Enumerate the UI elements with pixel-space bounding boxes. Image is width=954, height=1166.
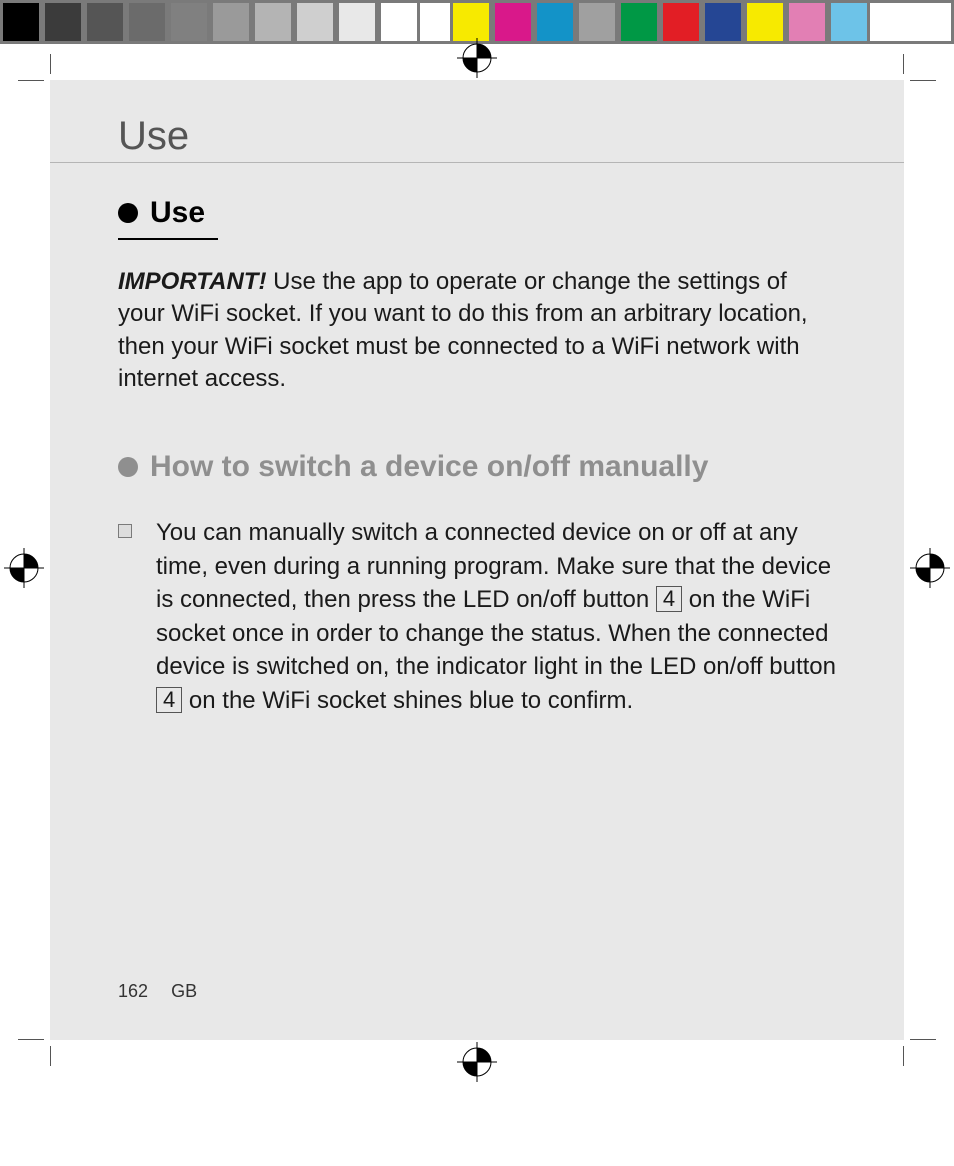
important-lead: IMPORTANT! [118, 268, 266, 295]
print-frame: Use Use IMPORTANT! Use the app to operat… [18, 54, 936, 1066]
crop-mark [903, 1046, 904, 1066]
text-part-3: on the WiFi socket shines blue to confir… [182, 687, 633, 714]
page-header-title: Use [118, 114, 189, 159]
section-use-underline [118, 238, 218, 240]
manual-list: You can manually switch a connected devi… [118, 516, 852, 718]
crop-mark [50, 54, 51, 74]
page-footer: 162 GB [118, 981, 197, 1002]
region-code: GB [171, 981, 197, 1001]
color-gap [420, 0, 450, 44]
list-item: You can manually switch a connected devi… [118, 516, 852, 718]
section-use: Use [118, 196, 218, 240]
section-manual-title: How to switch a device on/off manually [150, 450, 708, 484]
crop-mark [18, 80, 44, 81]
registration-mark-icon [910, 548, 950, 588]
color-swatch [534, 0, 576, 44]
crop-mark [910, 1039, 936, 1040]
color-swatch [252, 0, 294, 44]
crop-mark [903, 54, 904, 74]
color-swatch [84, 0, 126, 44]
color-swatch [336, 0, 378, 44]
color-swatch [378, 0, 420, 44]
manual-item-text: You can manually switch a connected devi… [156, 516, 852, 718]
color-swatch [702, 0, 744, 44]
color-swatch [828, 0, 870, 44]
section-use-title: Use [150, 196, 205, 230]
color-swatch [660, 0, 702, 44]
ref-box: 4 [156, 687, 182, 713]
color-swatch [168, 0, 210, 44]
page-number: 162 [118, 981, 148, 1001]
color-swatch [576, 0, 618, 44]
ref-box: 4 [656, 586, 682, 612]
crop-mark [50, 1046, 51, 1066]
color-swatch [42, 0, 84, 44]
color-swatch [126, 0, 168, 44]
registration-mark-icon [457, 38, 497, 78]
crop-mark [18, 1039, 44, 1040]
section-bullet-icon [118, 203, 138, 223]
color-swatch [786, 0, 828, 44]
section-manual: How to switch a device on/off manually [118, 450, 708, 484]
crop-mark [910, 80, 936, 81]
page: Use Use IMPORTANT! Use the app to operat… [50, 80, 904, 1040]
color-swatch [744, 0, 786, 44]
color-swatch [210, 0, 252, 44]
registration-mark-icon [457, 1042, 497, 1082]
important-paragraph: IMPORTANT! Use the app to operate or cha… [118, 266, 840, 396]
registration-mark-icon [4, 548, 44, 588]
color-swatch [0, 0, 42, 44]
section-bullet-icon [118, 457, 138, 477]
color-gap [870, 0, 954, 44]
color-swatch [492, 0, 534, 44]
color-swatch [294, 0, 336, 44]
header-rule [50, 162, 904, 163]
color-swatch [618, 0, 660, 44]
square-bullet-icon [118, 524, 132, 538]
